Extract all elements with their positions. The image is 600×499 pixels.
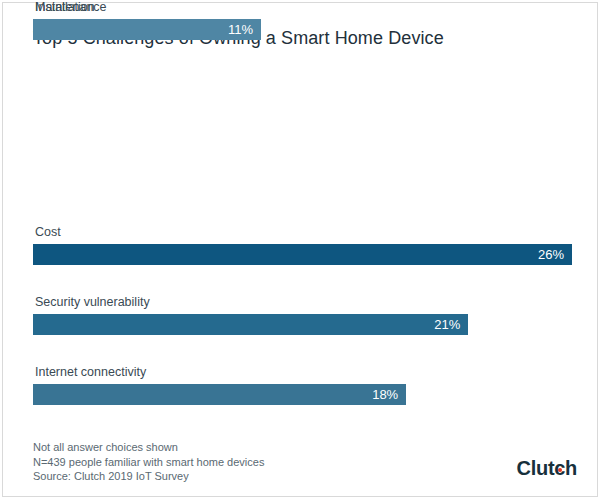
category-label-security: Security vulnerability: [35, 295, 150, 309]
note-source: Source: Clutch 2019 IoT Survey: [33, 469, 264, 484]
chart-row-security: Security vulnerability 21%: [33, 295, 593, 337]
bar-cost: 26%: [33, 244, 572, 265]
value-label-cost: 26%: [538, 244, 572, 265]
bar-maintenance: 11%: [33, 19, 261, 40]
value-label-security: 21%: [434, 314, 468, 335]
note-sample-size: N=439 people familiar with smart home de…: [33, 455, 264, 470]
chart-row-internet: Internet connectivity 18%: [33, 365, 593, 407]
clutch-logo: Clutch: [517, 457, 577, 479]
clutch-logo-text-end: h: [565, 457, 577, 479]
chart-row-maintenance: Maintenance 11%: [33, 0, 593, 42]
note-answer-choices: Not all answer choices shown: [33, 440, 264, 455]
category-label-cost: Cost: [35, 225, 61, 239]
bar-security: 21%: [33, 314, 468, 335]
clutch-logo-text-start: Clut: [517, 457, 555, 479]
clutch-logo-c: c: [554, 457, 565, 479]
value-label-maintenance: 11%: [228, 19, 261, 40]
footer-notes: Not all answer choices shown N=439 peopl…: [33, 440, 264, 484]
bar-internet: 18%: [33, 384, 406, 405]
category-label-internet: Internet connectivity: [35, 365, 146, 379]
category-label-maintenance: Maintenance: [35, 0, 107, 14]
chart-row-cost: Cost 26%: [33, 225, 593, 267]
value-label-internet: 18%: [372, 384, 406, 405]
